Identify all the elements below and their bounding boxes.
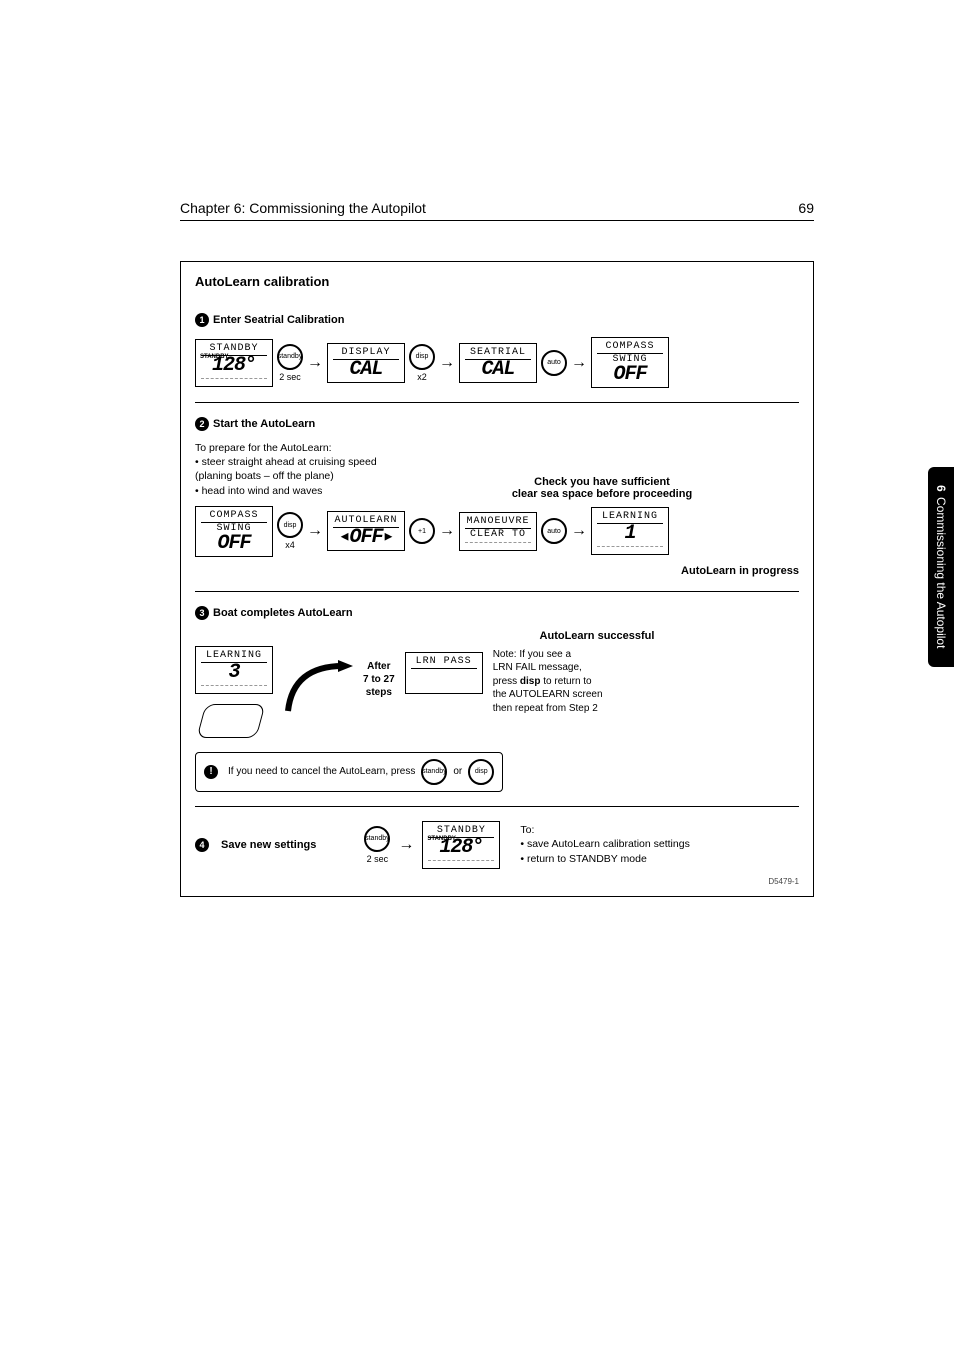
lcd-learning-3: LEARNING 3 — [195, 646, 273, 694]
standby-button-wrap: standby 2 sec — [277, 344, 303, 382]
sea-space-warning: Check you have sufficient clear sea spac… — [405, 476, 799, 506]
arrow-right-icon: → — [439, 522, 455, 540]
steps-count: After 7 to 27 steps — [363, 660, 395, 699]
auto-button-wrap: auto — [541, 350, 567, 376]
page-content: Chapter 6: Commissioning the Autopilot 6… — [0, 0, 954, 957]
step4-row: 4 Save new settings standby 2 sec → STAN… — [195, 821, 799, 869]
page-header: Chapter 6: Commissioning the Autopilot 6… — [180, 200, 814, 221]
autolearn-progress-label: AutoLearn in progress — [195, 565, 799, 577]
plus1-button[interactable]: +1 — [409, 518, 435, 544]
auto-button[interactable]: auto — [541, 518, 567, 544]
rudder-ticks-icon — [465, 542, 531, 548]
auto-button[interactable]: auto — [541, 350, 567, 376]
arrow-right-icon: → — [571, 522, 587, 540]
lcd-learning-1: LEARNING 1 — [591, 507, 669, 555]
rudder-ticks-icon — [428, 860, 494, 866]
page-number: 69 — [798, 200, 814, 216]
step2-header: 2 Start the AutoLearn — [195, 417, 799, 431]
box-title: AutoLearn calibration — [195, 274, 799, 289]
arrow-right-icon: → — [571, 354, 587, 372]
divider — [195, 591, 799, 592]
arrow-right-icon: → — [439, 354, 455, 372]
cancel-note: ! If you need to cancel the AutoLearn, p… — [195, 752, 503, 792]
disp-button-wrap: disp x2 — [409, 344, 435, 382]
lcd-autolearn-off: AUTOLEARN ◂OFF▸ — [327, 511, 405, 551]
step2-bullet: 2 — [195, 417, 209, 431]
arrow-right-icon: → — [398, 836, 414, 854]
autolearn-successful: AutoLearn successful — [395, 630, 799, 642]
rudder-ticks-icon — [201, 378, 267, 384]
disp-button[interactable]: disp — [468, 759, 494, 785]
step2-flow: COMPASS SWING OFF disp x4 → AUTOLEARN ◂O… — [195, 506, 799, 557]
step3-header: 3 Boat completes AutoLearn — [195, 606, 799, 620]
lcd-standby: STANDBY STANDBY 128° — [195, 339, 273, 387]
figure-id: D5479-1 — [195, 877, 799, 886]
lcd-compass-swing-off: COMPASS SWING OFF — [591, 337, 669, 388]
arrow-right-icon: → — [307, 354, 323, 372]
step1-bullet: 1 — [195, 313, 209, 327]
standby-button[interactable]: standby — [277, 344, 303, 370]
lcd-lrn-pass: LRN PASS — [405, 652, 483, 694]
step4-notes: To: save AutoLearn calibration settings … — [520, 823, 689, 867]
divider — [195, 806, 799, 807]
step4-bullet: 4 — [195, 838, 209, 852]
step2-label: Start the AutoLearn — [213, 418, 315, 430]
lcd-standby-final: STANDBY STANDBY 128° — [422, 821, 500, 869]
exclaim-icon: ! — [204, 765, 218, 779]
auto-button-wrap-2: auto — [541, 518, 567, 544]
step3-bullet: 3 — [195, 606, 209, 620]
standby-button[interactable]: standby — [364, 826, 390, 852]
plus1-button-wrap: +1 — [409, 518, 435, 544]
disp-button[interactable]: disp — [409, 344, 435, 370]
standby-button-wrap-2: standby 2 sec — [364, 826, 390, 864]
rudder-ticks-icon — [201, 685, 267, 691]
lcd-display-cal: DISPLAY CAL — [327, 343, 405, 383]
divider — [195, 402, 799, 403]
lcd-compass-swing-off-2: COMPASS SWING OFF — [195, 506, 273, 557]
disp-button[interactable]: disp — [277, 512, 303, 538]
autolearn-box: AutoLearn calibration 1 Enter Seatrial C… — [180, 261, 814, 897]
step4-label: Save new settings — [221, 839, 316, 851]
standby-button[interactable]: standby — [421, 759, 447, 785]
lcd-seatrial-cal: SEATRIAL CAL — [459, 343, 537, 383]
prep-block: To prepare for the AutoLearn: steer stra… — [195, 441, 385, 498]
disp-button-wrap-2: disp x4 — [277, 512, 303, 550]
step1-header: 1 Enter Seatrial Calibration — [195, 313, 799, 327]
step1-label: Enter Seatrial Calibration — [213, 314, 344, 326]
step3-flow: LEARNING 3 After 7 to 27 steps LRN PASS — [195, 646, 799, 738]
fail-note: Note: If you see a LRN FAIL message, pre… — [493, 648, 603, 716]
steering-icon — [196, 704, 265, 738]
step3-label: Boat completes AutoLearn — [213, 607, 353, 619]
rudder-ticks-icon — [597, 546, 663, 552]
arrow-right-icon: → — [307, 522, 323, 540]
arc-arrow-icon — [283, 656, 353, 716]
lcd-manoeuvre: MANOEUVRE CLEAR TO — [459, 512, 537, 551]
chapter-title: Chapter 6: Commissioning the Autopilot — [180, 200, 426, 216]
step1-flow: STANDBY STANDBY 128° standby 2 sec → DIS… — [195, 337, 799, 388]
